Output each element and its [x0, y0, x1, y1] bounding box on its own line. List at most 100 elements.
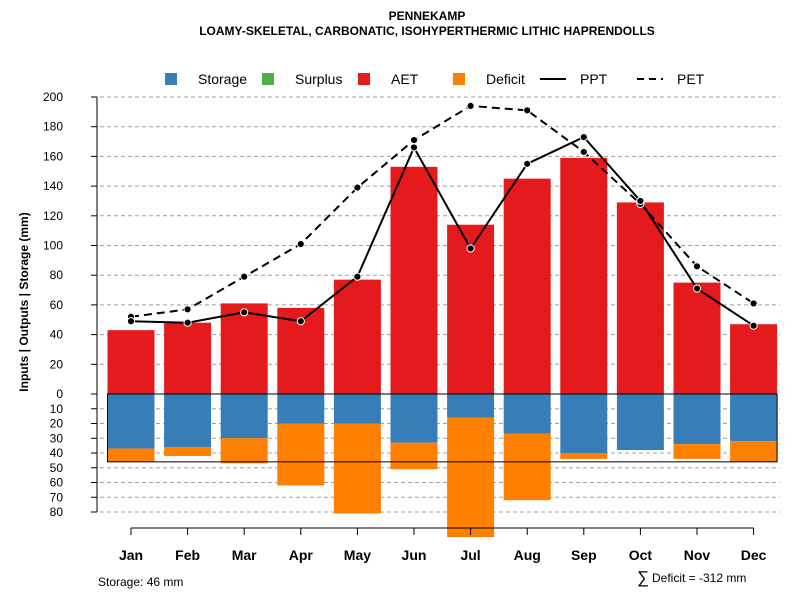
y-tick-label: 100: [43, 239, 63, 253]
axes-layer: 0204060801001201401601802001020304050607…: [43, 90, 767, 563]
y-tick-label: 160: [43, 149, 63, 163]
aet-bar: [390, 166, 438, 394]
legend-label-surplus: Surplus: [295, 71, 342, 87]
y-tick-label: 50: [50, 461, 64, 475]
x-tick-label: Apr: [289, 547, 314, 563]
storage-capacity-box: [107, 393, 778, 463]
legend-swatch-surplus: [262, 73, 274, 85]
pet-point: [409, 135, 419, 145]
deficit-bar: [560, 453, 608, 459]
storage-bar: [673, 394, 721, 445]
y-tick-label: 20: [50, 417, 64, 431]
ppt-point: [296, 317, 305, 326]
ppt-point: [523, 159, 532, 168]
storage-bar: [730, 394, 778, 442]
grid-layer: [100, 96, 780, 513]
storage-footer: Storage: 46 mm: [98, 575, 183, 589]
storage-bar: [333, 394, 381, 424]
y-tick-label: 120: [43, 209, 63, 223]
x-tick-label: Feb: [175, 547, 200, 563]
legend-swatch-aet: [358, 73, 370, 85]
storage-bar: [220, 394, 268, 439]
deficit-bar: [333, 423, 381, 514]
y-tick-label: 80: [50, 268, 64, 282]
aet-bar: [447, 224, 495, 394]
pet-point: [240, 272, 249, 281]
deficit-bar: [164, 447, 212, 456]
ppt-line: [130, 135, 755, 327]
bars-layer: [107, 157, 778, 538]
x-tick-label: Dec: [741, 547, 767, 563]
y-tick-label: 80: [50, 505, 64, 519]
legend-swatch-deficit: [453, 73, 465, 85]
y-tick-label: 40: [50, 328, 64, 342]
deficit-footer: Deficit = -312 mm: [652, 571, 746, 585]
deficit-bar: [503, 433, 551, 501]
y-tick-label: 40: [50, 446, 64, 460]
sum-icon: ∑: [637, 568, 649, 587]
legend-label-aet: AET: [391, 71, 419, 87]
pet-point: [523, 106, 532, 115]
y-tick-label: 10: [50, 402, 64, 416]
aet-bar: [164, 322, 212, 394]
pet-point: [692, 262, 702, 271]
aet-bar: [730, 324, 778, 394]
pet-point: [749, 299, 758, 308]
x-tick-label: Aug: [514, 547, 541, 563]
pet-point: [466, 101, 475, 111]
storage-bar: [560, 394, 608, 453]
x-tick-label: Jun: [402, 547, 427, 563]
ppt-point: [126, 317, 136, 326]
y-tick-label: 140: [43, 179, 63, 193]
deficit-bar: [730, 441, 778, 462]
aet-bar: [333, 279, 381, 394]
ppt-point: [749, 321, 758, 330]
y-tick-label: 0: [56, 387, 63, 401]
x-tick-label: Jul: [460, 547, 480, 563]
ppt-point: [240, 308, 249, 317]
aet-bar: [220, 303, 268, 394]
ppt-point: [183, 318, 192, 327]
pet-point: [296, 239, 305, 249]
storage-bar: [107, 394, 155, 449]
storage-bar: [277, 394, 325, 424]
y-tick-label: 60: [50, 298, 64, 312]
ppt-point: [579, 132, 588, 142]
y-tick-label: 30: [50, 431, 64, 445]
y-tick-label: 20: [50, 357, 64, 371]
ppt-point: [636, 196, 645, 206]
x-tick-label: Jan: [119, 547, 143, 563]
chart-title: PENNEKAMP: [389, 9, 466, 23]
aet-bar: [616, 202, 664, 394]
aet-bar: [673, 282, 721, 394]
y-tick-label: 70: [50, 490, 64, 504]
lines-layer: [107, 101, 778, 463]
deficit-bar: [447, 417, 495, 538]
pet-point: [353, 183, 362, 192]
storage-bar: [390, 394, 438, 443]
y-tick-label: 60: [50, 476, 64, 490]
aet-bar: [107, 330, 155, 394]
storage-bar: [164, 394, 212, 448]
storage-bar: [503, 394, 551, 434]
legend-label-ppt: PPT: [580, 71, 608, 87]
pet-point: [579, 147, 588, 157]
deficit-bar: [277, 423, 325, 486]
deficit-bar: [107, 448, 155, 462]
x-tick-label: Mar: [232, 547, 257, 563]
aet-bar: [503, 178, 551, 394]
x-tick-label: May: [344, 547, 371, 563]
y-tick-label: 180: [43, 120, 63, 134]
chart-subtitle: LOAMY-SKELETAL, CARBONATIC, ISOHYPERTHER…: [199, 24, 655, 38]
x-tick-label: Oct: [629, 547, 653, 563]
x-tick-label: Nov: [684, 547, 711, 563]
ppt-point: [353, 272, 362, 281]
legend: Storage Surplus AET Deficit PPT PET: [165, 71, 705, 87]
deficit-bar: [220, 438, 268, 464]
y-tick-label: 200: [43, 90, 63, 104]
aet-bar: [560, 157, 608, 394]
legend-swatch-storage: [165, 73, 177, 85]
storage-bar: [616, 394, 664, 451]
x-tick-label: Sep: [571, 547, 597, 563]
